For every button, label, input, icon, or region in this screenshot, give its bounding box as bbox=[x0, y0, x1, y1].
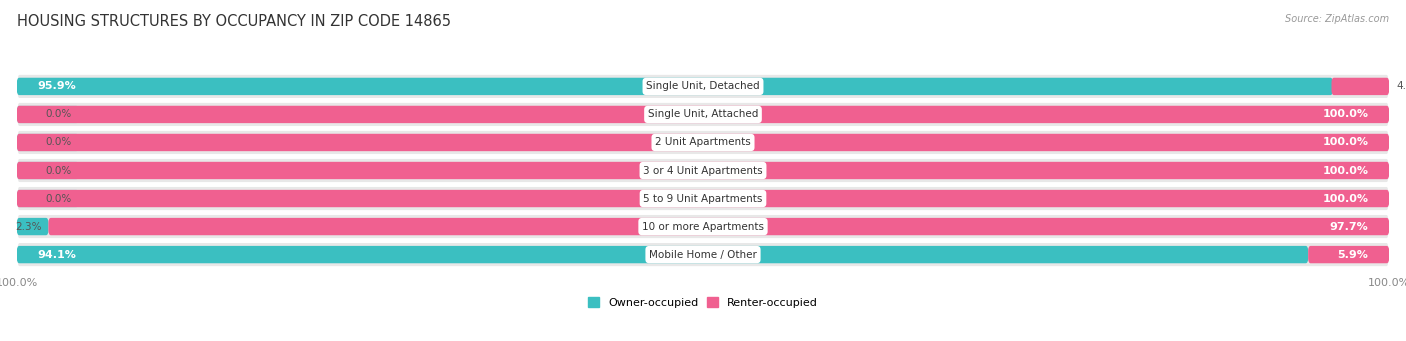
Text: 2 Unit Apartments: 2 Unit Apartments bbox=[655, 137, 751, 147]
FancyBboxPatch shape bbox=[17, 130, 1389, 155]
FancyBboxPatch shape bbox=[17, 106, 79, 123]
Text: 100.0%: 100.0% bbox=[1323, 194, 1368, 204]
FancyBboxPatch shape bbox=[17, 74, 1389, 99]
FancyBboxPatch shape bbox=[17, 134, 1389, 151]
Text: HOUSING STRUCTURES BY OCCUPANCY IN ZIP CODE 14865: HOUSING STRUCTURES BY OCCUPANCY IN ZIP C… bbox=[17, 14, 451, 29]
Text: 0.0%: 0.0% bbox=[45, 165, 72, 176]
FancyBboxPatch shape bbox=[48, 218, 1389, 235]
Text: 0.0%: 0.0% bbox=[45, 109, 72, 119]
Legend: Owner-occupied, Renter-occupied: Owner-occupied, Renter-occupied bbox=[583, 293, 823, 312]
FancyBboxPatch shape bbox=[17, 246, 1308, 263]
Text: 97.7%: 97.7% bbox=[1330, 222, 1368, 232]
FancyBboxPatch shape bbox=[17, 78, 1333, 95]
FancyBboxPatch shape bbox=[17, 242, 1389, 267]
Text: 0.0%: 0.0% bbox=[45, 194, 72, 204]
Text: Single Unit, Detached: Single Unit, Detached bbox=[647, 81, 759, 91]
FancyBboxPatch shape bbox=[17, 106, 1389, 123]
FancyBboxPatch shape bbox=[1331, 78, 1389, 95]
Text: 0.0%: 0.0% bbox=[45, 137, 72, 147]
Text: 5.9%: 5.9% bbox=[1337, 250, 1368, 260]
Text: 4.2%: 4.2% bbox=[1396, 81, 1406, 91]
FancyBboxPatch shape bbox=[17, 214, 1389, 239]
FancyBboxPatch shape bbox=[17, 186, 1389, 211]
Text: Mobile Home / Other: Mobile Home / Other bbox=[650, 250, 756, 260]
FancyBboxPatch shape bbox=[17, 190, 1389, 207]
FancyBboxPatch shape bbox=[17, 190, 79, 207]
Text: 94.1%: 94.1% bbox=[38, 250, 76, 260]
Text: 2.3%: 2.3% bbox=[15, 222, 42, 232]
Text: 100.0%: 100.0% bbox=[1323, 137, 1368, 147]
Text: Source: ZipAtlas.com: Source: ZipAtlas.com bbox=[1285, 14, 1389, 24]
FancyBboxPatch shape bbox=[17, 102, 1389, 127]
Text: 100.0%: 100.0% bbox=[1323, 109, 1368, 119]
FancyBboxPatch shape bbox=[17, 134, 79, 151]
FancyBboxPatch shape bbox=[17, 162, 79, 179]
FancyBboxPatch shape bbox=[17, 162, 1389, 179]
Text: Single Unit, Attached: Single Unit, Attached bbox=[648, 109, 758, 119]
Text: 5 to 9 Unit Apartments: 5 to 9 Unit Apartments bbox=[644, 194, 762, 204]
FancyBboxPatch shape bbox=[17, 158, 1389, 183]
Text: 100.0%: 100.0% bbox=[1323, 165, 1368, 176]
Text: 95.9%: 95.9% bbox=[38, 81, 76, 91]
Text: 3 or 4 Unit Apartments: 3 or 4 Unit Apartments bbox=[643, 165, 763, 176]
FancyBboxPatch shape bbox=[17, 218, 48, 235]
Text: 10 or more Apartments: 10 or more Apartments bbox=[643, 222, 763, 232]
FancyBboxPatch shape bbox=[1308, 246, 1389, 263]
